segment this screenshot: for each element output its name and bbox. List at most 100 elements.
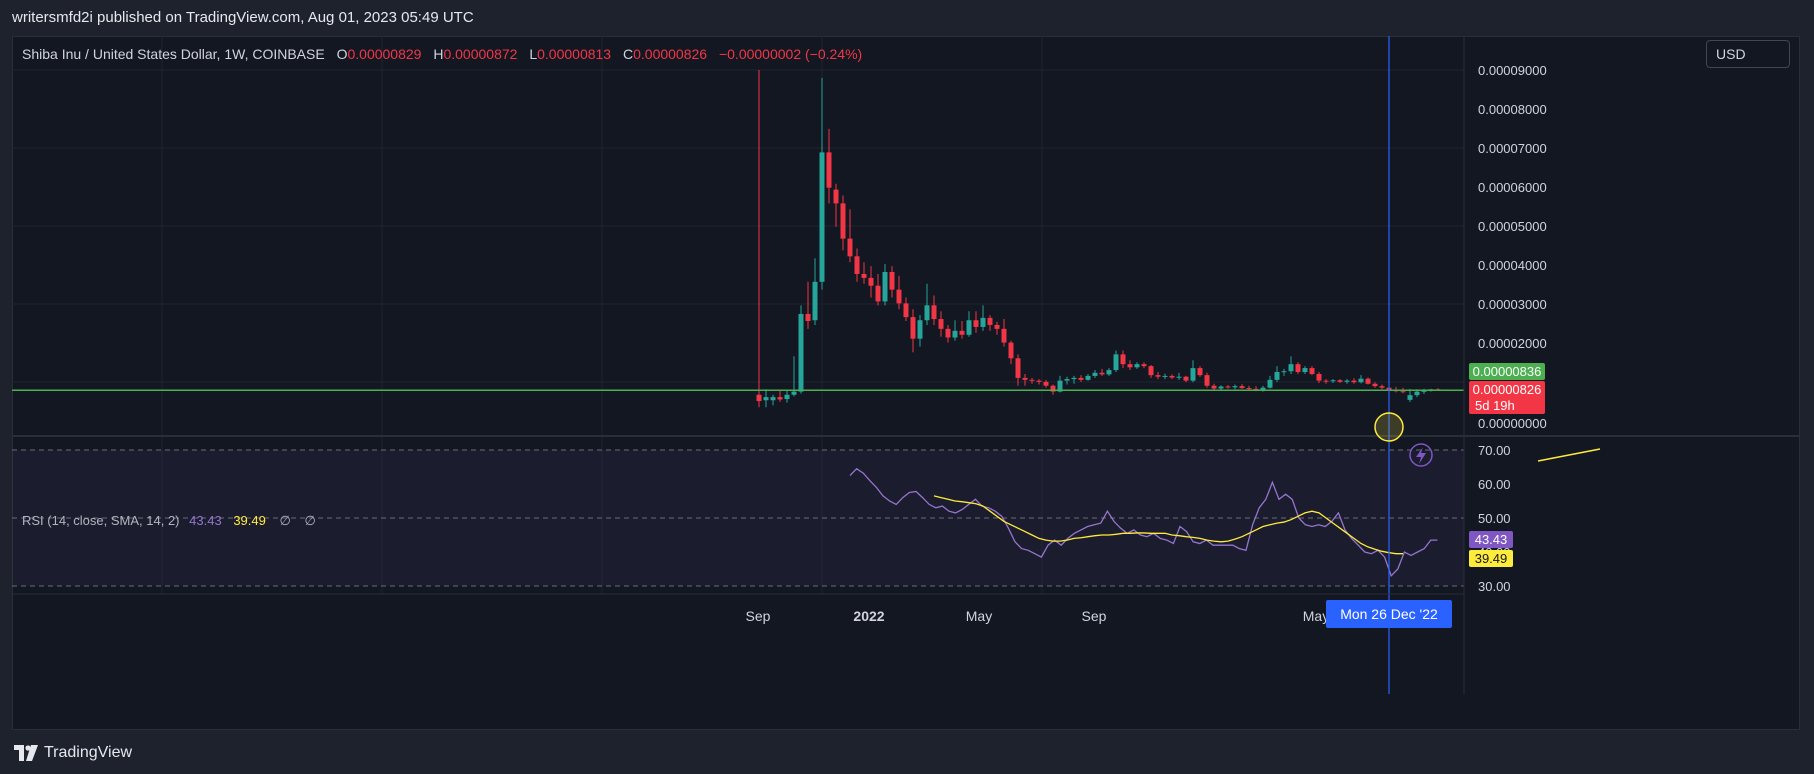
candle (938, 311, 944, 337)
candle-body (1232, 386, 1238, 388)
candles (756, 70, 1441, 408)
candle-body (763, 397, 769, 401)
candle-body (1211, 385, 1217, 389)
open-value: 0.00000829 (347, 46, 422, 62)
rsi-tick-label: 30.00 (1478, 579, 1511, 594)
candle-body (1414, 391, 1420, 396)
candle-body (1281, 371, 1287, 373)
candle-body (959, 330, 965, 335)
candle-body (903, 303, 909, 318)
candle-body (1239, 386, 1245, 389)
candle (1036, 379, 1042, 385)
price-badge-green: 0.00000836 (1469, 363, 1545, 380)
candle (826, 128, 832, 204)
candle (1295, 362, 1301, 374)
candle (1246, 385, 1252, 391)
candle-body (1141, 364, 1147, 367)
rsi-legend[interactable]: RSI (14, close, SMA, 14, 2) 43.43 39.49 … (22, 513, 316, 529)
crosshair-time-text: Mon 26 Dec '22 (1340, 606, 1438, 622)
publisher-bar: writersmfd2i published on TradingView.co… (0, 0, 1814, 36)
time-tick-label: 2022 (853, 608, 884, 624)
candle-body (931, 305, 937, 320)
candle (1029, 377, 1035, 384)
candle-body (1330, 380, 1336, 382)
candle-body (1015, 358, 1021, 378)
rsi-ma-badge: 39.49 (1469, 550, 1513, 567)
candle (770, 394, 776, 406)
candle-body (1190, 368, 1196, 381)
candle-body (1337, 380, 1343, 382)
candle (861, 262, 867, 284)
rsi-tick-label: 60.00 (1478, 477, 1511, 492)
candle (987, 315, 993, 331)
rsi-ma-legend-value: 39.49 (233, 513, 266, 528)
price-tick-label: 0.00008000 (1478, 102, 1547, 117)
rsi-axis[interactable]: 70.0060.0050.0040.0030.00 (1478, 443, 1511, 594)
candle-body (910, 317, 916, 339)
candle (875, 273, 881, 306)
rsi-ma-line (933, 495, 1403, 555)
candle-body (1029, 379, 1035, 381)
candle-body (1106, 370, 1112, 375)
price-tick-label: 0.00000000 (1478, 416, 1547, 431)
candle (1407, 388, 1413, 402)
high-label: H (433, 46, 444, 62)
candle-body (938, 319, 944, 329)
candle (917, 315, 923, 347)
candle (1225, 384, 1231, 389)
currency-button[interactable]: USD (1706, 40, 1790, 68)
time-tick-label: May (966, 608, 992, 624)
candle-body (840, 203, 846, 239)
candle-body (1267, 379, 1273, 388)
tradingview-brand[interactable]: TradingView (14, 744, 132, 762)
candle-body (833, 189, 839, 204)
candle (952, 320, 958, 341)
crosshair-time-label: Mon 26 Dec '22 (1326, 600, 1452, 628)
price-axis[interactable]: 0.00009000 0.00008000 0.00007000 0.00006000… (1478, 63, 1547, 431)
candle-body (1134, 364, 1140, 368)
candle (854, 248, 860, 282)
candle (819, 77, 825, 290)
price-tick-label: 0.00007000 (1478, 141, 1547, 156)
chart-canvas[interactable]: 0.00009000 0.00008000 0.00007000 0.00006000… (12, 36, 1800, 730)
candle (798, 305, 804, 394)
candle (763, 389, 769, 408)
rsi-indicator-label: RSI (14, close, SMA, 14, 2) (22, 513, 180, 528)
candle (1211, 383, 1217, 391)
candle-body (1407, 395, 1413, 400)
change-value: −0.00000002 (−0.24%) (718, 46, 863, 62)
candle-body (826, 152, 832, 188)
candle (1358, 375, 1364, 384)
candle (1183, 375, 1189, 383)
candle-body (847, 238, 853, 257)
candle-body (1120, 354, 1126, 365)
price-tick-label: 0.00004000 (1478, 258, 1547, 273)
candle-body (791, 391, 797, 395)
candle (973, 311, 979, 333)
time-tick-label: Sep (1082, 608, 1107, 624)
candle (1190, 360, 1196, 383)
candle (777, 390, 783, 402)
candle-body (1225, 386, 1231, 388)
candle-body (1421, 390, 1427, 392)
candle (1176, 372, 1182, 380)
candle-body (1309, 368, 1315, 374)
candle-body (1057, 380, 1063, 392)
candle-body (924, 305, 930, 321)
candle (1113, 350, 1119, 373)
null-value-2: ∅ (304, 513, 316, 528)
lightning-icon[interactable] (1409, 443, 1433, 467)
symbol-legend[interactable]: Shiba Inu / United States Dollar, 1W, CO… (22, 46, 862, 62)
candle-body (861, 273, 867, 278)
candle (1267, 375, 1273, 389)
time-axis[interactable]: Sep2022MaySepMayAug (746, 608, 1420, 624)
candle-body (1071, 377, 1077, 380)
time-tick-label: Sep (746, 608, 771, 624)
candle (1064, 376, 1070, 385)
candle (1239, 384, 1245, 389)
candle-body (945, 328, 951, 338)
candle (1008, 340, 1014, 365)
trendline[interactable] (1537, 448, 1601, 462)
open-label: O (336, 46, 348, 62)
candle (1085, 373, 1091, 381)
